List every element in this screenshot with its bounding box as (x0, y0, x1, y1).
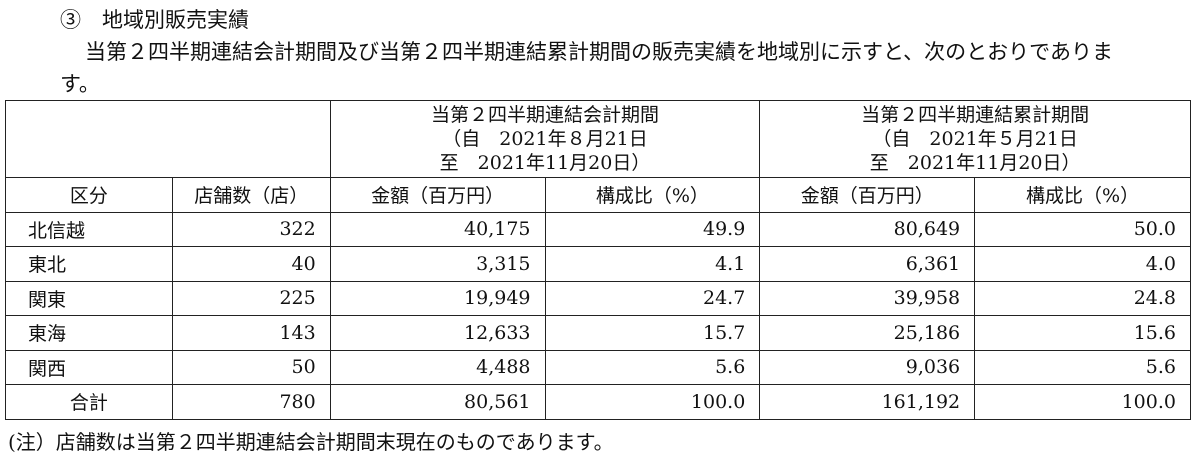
data-row: 東北 40 3,315 4.1 6,361 4.0 (5, 246, 1191, 282)
column-header: 店舗数（店） (171, 177, 331, 213)
period-header-line: 当第２四半期連結累計期間 (861, 104, 1090, 126)
region-cell: 関東 (5, 280, 173, 316)
column-row: 区分 店舗数（店） 金額（百万円） 構成比（%） 金額（百万円） 構成比（%） (5, 177, 1191, 213)
region-cell: 北信越 (5, 211, 173, 247)
value-cell: 25,186 (759, 315, 976, 351)
value-cell: 40,175 (329, 211, 546, 247)
region-cell: 東北 (5, 246, 173, 282)
column-header: 構成比（%） (974, 177, 1191, 213)
period-header: 当第２四半期連結会計期間 （自 2021年８月21日至 2021年11月20日） (329, 100, 761, 178)
period-header: 当第２四半期連結累計期間 （自 2021年５月21日至 2021年11月20日） (759, 100, 1191, 178)
column-header: 構成比（%） (544, 177, 761, 213)
value-cell: 143 (171, 315, 331, 351)
value-cell: 15.6 (974, 315, 1191, 351)
header-row: 当第２四半期連結会計期間 （自 2021年８月21日至 2021年11月20日）当… (5, 100, 1191, 178)
value-cell: 4.1 (544, 246, 761, 282)
value-cell: 322 (171, 211, 331, 247)
value-cell: 49.9 (544, 211, 761, 247)
value-cell: 40 (171, 246, 331, 282)
heading: ③ 地域別販売実績 (60, 8, 249, 32)
paragraph-line: す。 (60, 72, 100, 96)
value-cell: 50 (171, 349, 331, 385)
note: (注）店舗数は当第２四半期連結会計期間末現在のものであります。 (8, 430, 614, 454)
region-cell: 関西 (5, 349, 173, 385)
value-cell: 5.6 (974, 349, 1191, 385)
data-row: 関西 50 4,488 5.6 9,036 5.6 (5, 349, 1191, 385)
value-cell: 80,649 (759, 211, 976, 247)
value-cell: 4.0 (974, 246, 1191, 282)
period-header-line: （自 2021年８月21日 (442, 128, 648, 150)
period-header-line: 当第２四半期連結会計期間 (431, 104, 660, 126)
value-cell: 24.7 (544, 280, 761, 316)
value-cell: 225 (171, 280, 331, 316)
data-row: 北信越 322 40,175 49.9 80,649 50.0 (5, 211, 1191, 247)
value-cell: 100.0 (544, 384, 761, 420)
value-cell: 100.0 (974, 384, 1191, 420)
value-cell: 80,561 (329, 384, 546, 420)
period-header-line: （自 2021年５月21日 (872, 128, 1078, 150)
value-cell: 24.8 (974, 280, 1191, 316)
value-cell: 12,633 (329, 315, 546, 351)
value-cell: 5.6 (544, 349, 761, 385)
data-row: 合計 780 80,561 100.0 161,192 100.0 (5, 384, 1191, 420)
value-cell: 9,036 (759, 349, 976, 385)
value-cell: 15.7 (544, 315, 761, 351)
data-row: 東海 143 12,633 15.7 25,186 15.6 (5, 315, 1191, 351)
region-cell: 合計 (5, 384, 173, 420)
value-cell: 50.0 (974, 211, 1191, 247)
blank-cell (5, 100, 331, 178)
column-header: 区分 (5, 177, 173, 213)
data-row: 関東 225 19,949 24.7 39,958 24.8 (5, 280, 1191, 316)
value-cell: 780 (171, 384, 331, 420)
region-cell: 東海 (5, 315, 173, 351)
value-cell: 6,361 (759, 246, 976, 282)
column-header: 金額（百万円） (759, 177, 976, 213)
paragraph: 当第２四半期連結会計期間及び当第２四半期連結累計期間の販売実績を地域別に示すと、… (60, 36, 1195, 100)
value-cell: 4,488 (329, 349, 546, 385)
paragraph-line: 当第２四半期連結会計期間及び当第２四半期連結累計期間の販売実績を地域別に示すと、… (85, 40, 1113, 64)
period-header-line: 至 2021年11月20日） (439, 152, 651, 174)
value-cell: 19,949 (329, 280, 546, 316)
value-cell: 161,192 (759, 384, 976, 420)
column-header: 金額（百万円） (329, 177, 546, 213)
value-cell: 39,958 (759, 280, 976, 316)
sales-table: 当第２四半期連結会計期間 （自 2021年８月21日至 2021年11月20日）当… (5, 100, 1191, 420)
value-cell: 3,315 (329, 246, 546, 282)
period-header-line: 至 2021年11月20日） (869, 152, 1081, 174)
